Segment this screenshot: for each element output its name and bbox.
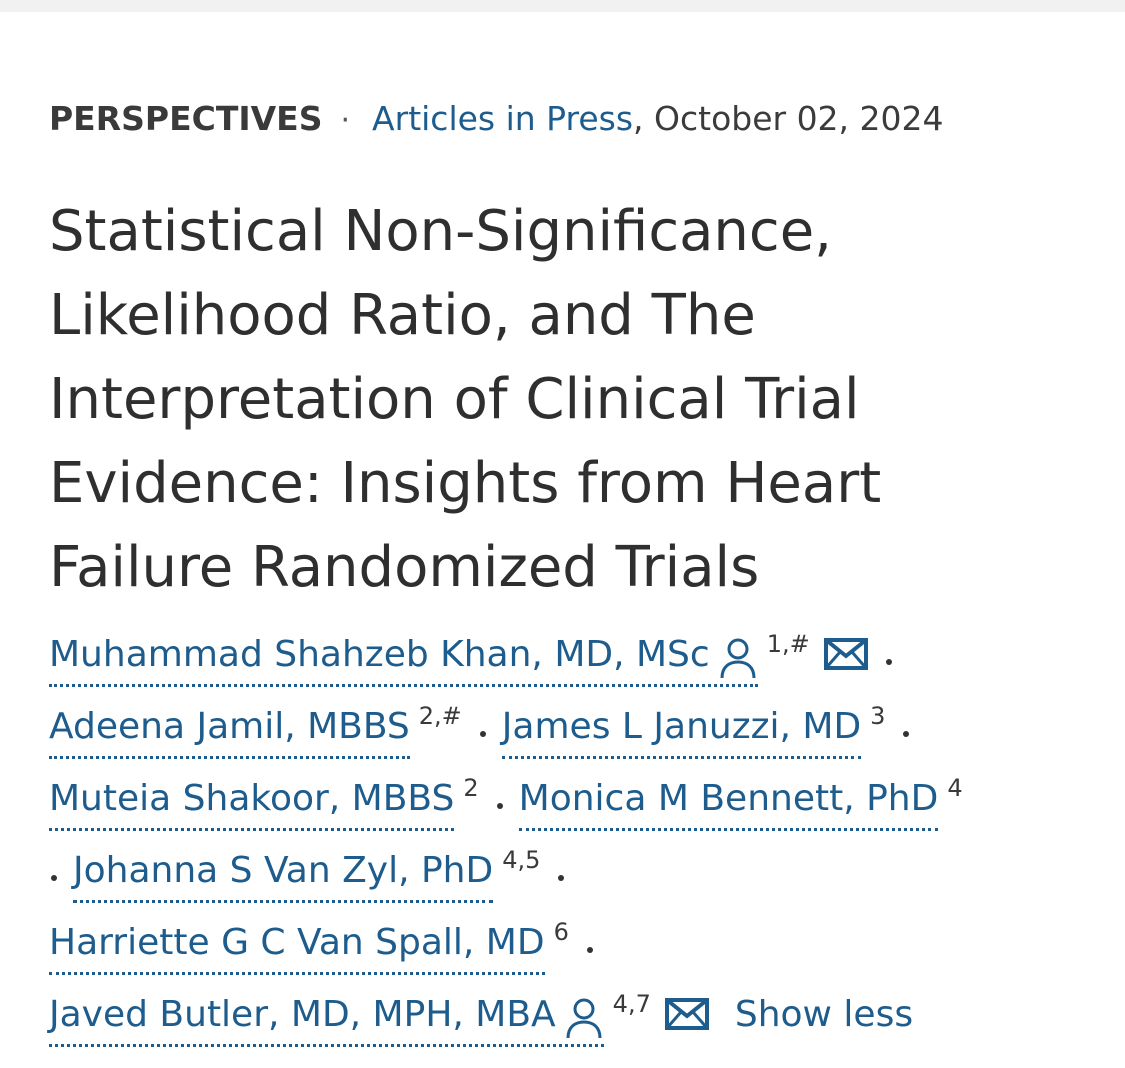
- author-name: Monica M Bennett, PhD: [518, 778, 939, 819]
- meta-separator: ·: [340, 103, 351, 138]
- author-link-van-zyl[interactable]: Johanna S Van Zyl, PhD: [73, 846, 494, 903]
- author-name: James L Januzzi, MD: [501, 706, 862, 747]
- article-type: PERSPECTIVES: [49, 99, 323, 138]
- title-line: Interpretation of Clinical Trial: [49, 367, 860, 432]
- author-link-khan[interactable]: Muhammad Shahzeb Khan, MD, MSc: [49, 630, 758, 687]
- articles-in-press-link[interactable]: Articles in Press: [372, 99, 634, 138]
- author-name: Javed Butler, MD, MPH, MBA: [49, 994, 556, 1035]
- affiliation-marker[interactable]: 2,#: [418, 702, 462, 730]
- author-name: Muteia Shakoor, MBBS: [49, 778, 455, 819]
- publication-date: , October 02, 2024: [633, 99, 944, 138]
- title-line: Evidence: Insights from Heart: [49, 451, 882, 516]
- author-row: Johanna S Van Zyl, PhD 4,5: [49, 846, 1109, 918]
- affiliation-marker[interactable]: 1,#: [766, 630, 810, 658]
- author-separator: [903, 731, 910, 737]
- author-separator: [479, 731, 486, 737]
- author-separator: [885, 659, 892, 665]
- affiliation-marker[interactable]: 4,7: [612, 990, 651, 1018]
- title-line: Likelihood Ratio, and The: [49, 283, 756, 348]
- author-link-bennett[interactable]: Monica M Bennett, PhD: [518, 774, 939, 831]
- author-row: Javed Butler, MD, MPH, MBA 4,7 Show less: [49, 990, 1109, 1062]
- mail-icon[interactable]: [823, 638, 868, 670]
- mail-icon[interactable]: [664, 998, 709, 1030]
- affiliation-marker[interactable]: 3: [870, 702, 886, 730]
- affiliation-marker[interactable]: 2: [463, 774, 479, 802]
- author-row: Muhammad Shahzeb Khan, MD, MSc 1,#: [49, 630, 1109, 702]
- author-name: Adeena Jamil, MBBS: [49, 706, 410, 747]
- author-name: Muhammad Shahzeb Khan, MD, MSc: [49, 634, 710, 675]
- affiliation-marker[interactable]: 4: [947, 774, 963, 802]
- author-row: Muteia Shakoor, MBBS 2 Monica M Bennett,…: [49, 774, 1109, 846]
- author-separator: [51, 875, 57, 881]
- person-icon: [718, 636, 758, 680]
- author-name: Harriette G C Van Spall, MD: [49, 922, 545, 963]
- author-link-januzzi[interactable]: James L Januzzi, MD: [501, 702, 862, 759]
- article-meta: PERSPECTIVES · Articles in Press, October …: [49, 98, 944, 142]
- author-separator: [558, 875, 565, 881]
- author-link-butler[interactable]: Javed Butler, MD, MPH, MBA: [49, 990, 604, 1047]
- author-separator: [496, 803, 503, 809]
- author-link-jamil[interactable]: Adeena Jamil, MBBS: [49, 702, 410, 759]
- author-row: Adeena Jamil, MBBS 2,# James L Januzzi, …: [49, 702, 1109, 774]
- author-link-shakoor[interactable]: Muteia Shakoor, MBBS: [49, 774, 455, 831]
- author-list: Muhammad Shahzeb Khan, MD, MSc 1,# Adeen…: [49, 630, 1109, 1062]
- top-bar: [0, 0, 1125, 12]
- title-line: Statistical Non-Significance,: [49, 199, 832, 264]
- affiliation-marker[interactable]: 6: [553, 918, 569, 946]
- person-icon: [564, 996, 604, 1040]
- affiliation-marker[interactable]: 4,5: [502, 846, 541, 874]
- author-row: Harriette G C Van Spall, MD 6: [49, 918, 1109, 990]
- title-line: Failure Randomized Trials: [49, 535, 760, 600]
- author-separator: [586, 947, 593, 953]
- author-link-van-spall[interactable]: Harriette G C Van Spall, MD: [49, 918, 545, 975]
- author-name: Johanna S Van Zyl, PhD: [73, 850, 494, 891]
- show-less-button[interactable]: Show less: [735, 990, 913, 1040]
- article-title: Statistical Non-Significance, Likelihood…: [49, 190, 1099, 610]
